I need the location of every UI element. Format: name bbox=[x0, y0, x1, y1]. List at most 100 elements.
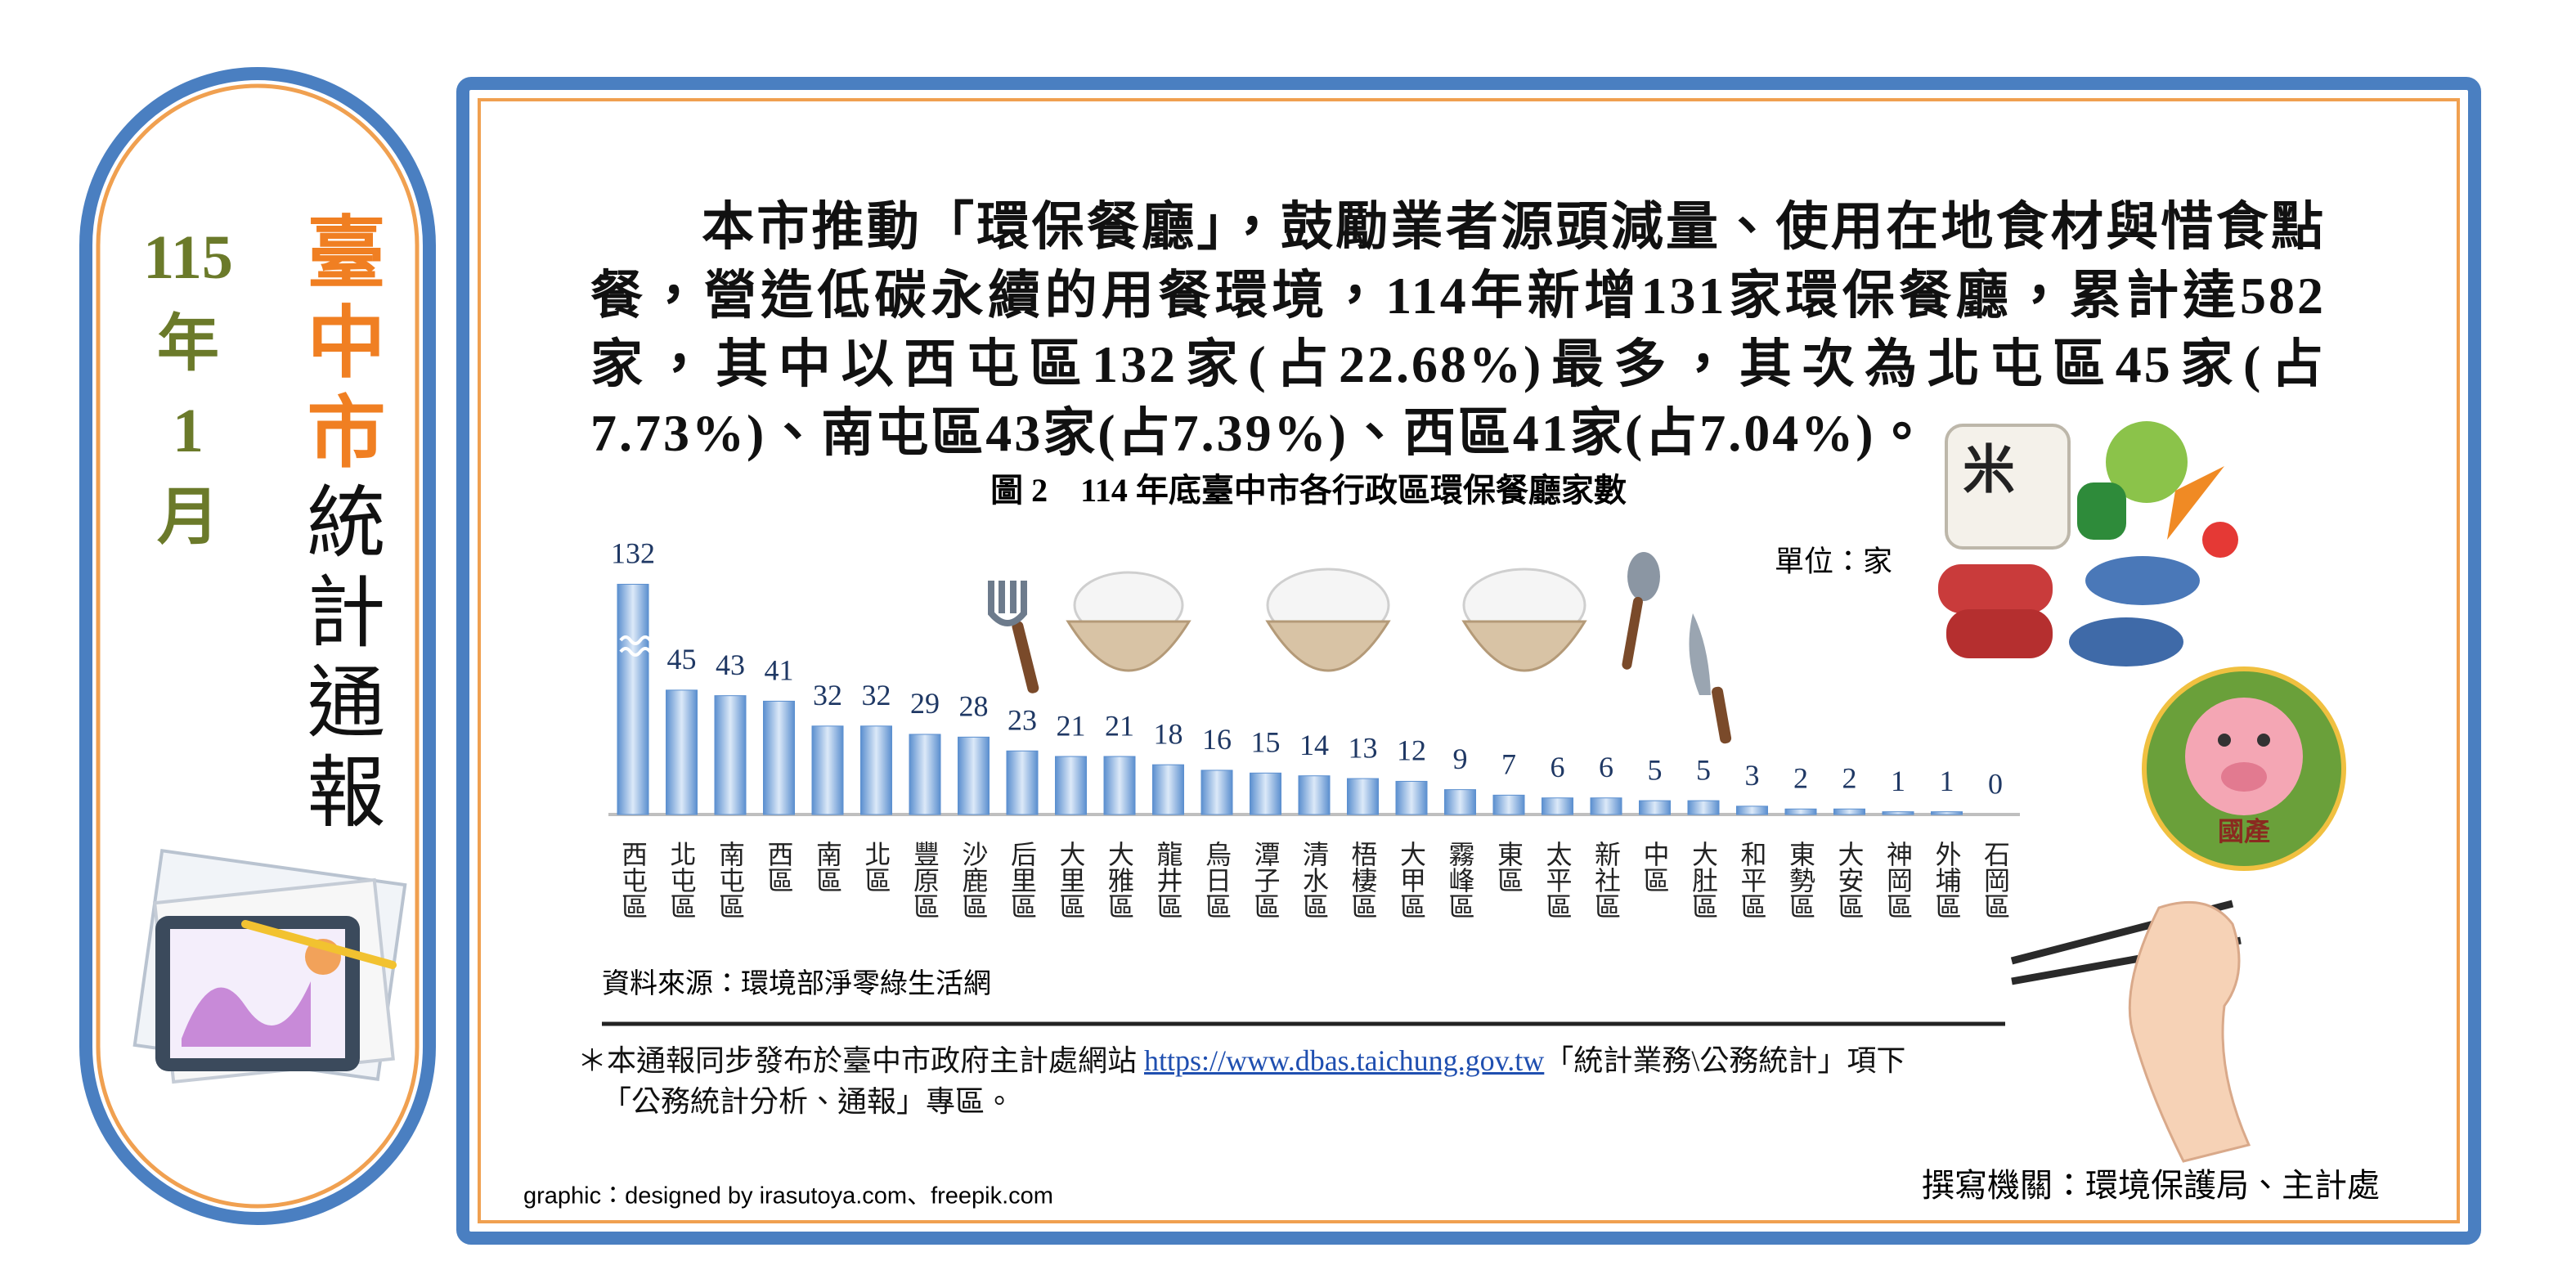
value-label: 28 bbox=[959, 690, 989, 723]
value-label: 6 bbox=[1599, 751, 1613, 783]
bar bbox=[1882, 811, 1914, 815]
value-label: 1 bbox=[1940, 765, 1954, 797]
footnote-suffix: 「統計業務\公務統計」項下 bbox=[1544, 1044, 1906, 1077]
author: 撰寫機關：環境保護局、主計處 bbox=[1922, 1167, 2380, 1204]
value-label: 7 bbox=[1501, 748, 1516, 781]
x-tick-label: 北區 bbox=[862, 841, 891, 893]
bar bbox=[763, 700, 795, 815]
sidebar-title: 統計通報 bbox=[295, 481, 383, 841]
value-label: 18 bbox=[1154, 717, 1183, 750]
value-label: 2 bbox=[1793, 762, 1808, 795]
tableware-illustration bbox=[988, 552, 1732, 744]
month: 1 bbox=[173, 397, 204, 465]
value-label: 32 bbox=[862, 679, 891, 711]
x-tick-label: 石岡區 bbox=[1981, 841, 2010, 919]
tablet-illustration bbox=[132, 849, 407, 1084]
bar bbox=[1736, 806, 1768, 815]
footnote: ＊本通報同步發布於臺中市政府主計處網站 https://www.dbas.tai… bbox=[577, 1040, 2066, 1122]
x-tick-label: 太平區 bbox=[1543, 841, 1573, 919]
year-unit: 年 bbox=[157, 310, 219, 379]
x-tick-label: 后里區 bbox=[1008, 841, 1037, 919]
x-tick-label: 潭子區 bbox=[1251, 841, 1281, 919]
x-tick-label: 中區 bbox=[1640, 841, 1670, 893]
sidebar-date: 115 年 1 月 bbox=[131, 214, 245, 561]
bar bbox=[1152, 764, 1184, 815]
value-label: 14 bbox=[1299, 729, 1329, 761]
grocery-illustration bbox=[1938, 421, 2346, 871]
chart-title: 圖 2 114 年底臺中市各行政區環保餐廳家數 bbox=[990, 472, 1627, 509]
x-tick-label: 北屯區 bbox=[667, 841, 697, 919]
footnote-line2: 「公務統計分析、通報」專區。 bbox=[602, 1085, 1015, 1118]
axis-break bbox=[619, 635, 652, 657]
bar bbox=[1492, 794, 1525, 815]
bar bbox=[1395, 780, 1428, 815]
x-tick-label: 大甲區 bbox=[1397, 841, 1426, 919]
value-label: 5 bbox=[1648, 753, 1663, 786]
value-label: 41 bbox=[765, 654, 794, 687]
x-tick-label: 外埔區 bbox=[1932, 841, 1962, 919]
bar bbox=[1298, 775, 1331, 815]
footnote-link[interactable]: https://www.dbas.taichung.gov.tw bbox=[1144, 1044, 1545, 1077]
bar bbox=[909, 734, 941, 815]
unit-label: 單位：家 bbox=[1775, 545, 1892, 577]
x-tick-label: 和平區 bbox=[1738, 841, 1767, 919]
value-label: 132 bbox=[611, 537, 655, 570]
x-tick-label: 大雅區 bbox=[1105, 841, 1134, 919]
summary-paragraph: 本市推動「環保餐廳」，鼓勵業者源頭減量、使用在地食材與惜食點餐，營造低碳永續的用… bbox=[590, 198, 2326, 462]
value-label: 16 bbox=[1202, 723, 1232, 756]
bar bbox=[1006, 750, 1039, 815]
x-tick-label: 清水區 bbox=[1299, 841, 1329, 919]
x-tick-label: 東勢區 bbox=[1786, 841, 1815, 919]
bar bbox=[958, 736, 990, 815]
bar bbox=[1055, 756, 1087, 815]
value-label: 12 bbox=[1397, 734, 1426, 767]
bar bbox=[1687, 800, 1720, 815]
value-label: 21 bbox=[1105, 709, 1134, 742]
credit: graphic：designed by irasutoya.com、freepi… bbox=[523, 1183, 1053, 1209]
value-label: 5 bbox=[1696, 753, 1711, 786]
value-label: 2 bbox=[1842, 762, 1857, 795]
x-tick-label: 大里區 bbox=[1057, 841, 1086, 919]
x-tick-label: 大肚區 bbox=[1689, 841, 1718, 919]
bar bbox=[811, 725, 844, 815]
x-tick-label: 龍井區 bbox=[1154, 841, 1183, 919]
main-inner-frame bbox=[478, 98, 2460, 1223]
x-tick-label: 沙鹿區 bbox=[959, 841, 989, 919]
month-unit: 月 bbox=[157, 483, 219, 552]
bar bbox=[1931, 811, 1963, 815]
value-label: 3 bbox=[1745, 759, 1760, 792]
x-tick-label: 梧棲區 bbox=[1349, 841, 1378, 919]
bar bbox=[1103, 756, 1136, 815]
badge-label: 國產 bbox=[2218, 816, 2270, 846]
value-label: 45 bbox=[667, 643, 697, 675]
x-tick-label: 南區 bbox=[813, 841, 842, 893]
chopsticks-illustration bbox=[2010, 900, 2251, 1163]
bar bbox=[1347, 778, 1379, 815]
value-label: 15 bbox=[1251, 726, 1281, 759]
value-label: 0 bbox=[1988, 767, 2003, 800]
x-tick-label: 西屯區 bbox=[618, 841, 648, 919]
x-tick-label: 豐原區 bbox=[910, 841, 940, 919]
bar bbox=[1784, 808, 1817, 815]
bar bbox=[1833, 808, 1865, 815]
bar bbox=[714, 695, 747, 815]
bar bbox=[1590, 797, 1622, 815]
bar bbox=[1639, 800, 1671, 815]
x-tick-label: 霧峰區 bbox=[1446, 841, 1475, 919]
sidebar-city: 臺中市 bbox=[295, 211, 383, 481]
value-label: 9 bbox=[1453, 743, 1468, 775]
bar bbox=[666, 689, 698, 815]
value-label: 6 bbox=[1551, 751, 1565, 783]
x-tick-label: 神岡區 bbox=[1883, 841, 1913, 919]
x-tick-label: 大安區 bbox=[1835, 841, 1865, 919]
rice-bag-label: 米 bbox=[1963, 442, 2015, 500]
year: 115 bbox=[143, 223, 233, 292]
bar bbox=[1444, 789, 1476, 815]
value-label: 13 bbox=[1349, 731, 1378, 764]
x-tick-label: 新社區 bbox=[1591, 841, 1621, 919]
value-label: 23 bbox=[1008, 704, 1037, 737]
bar bbox=[1542, 797, 1573, 815]
footnote-prefix: ＊本通報同步發布於臺中市政府主計處網站 bbox=[577, 1044, 1145, 1077]
value-label: 32 bbox=[813, 679, 842, 711]
